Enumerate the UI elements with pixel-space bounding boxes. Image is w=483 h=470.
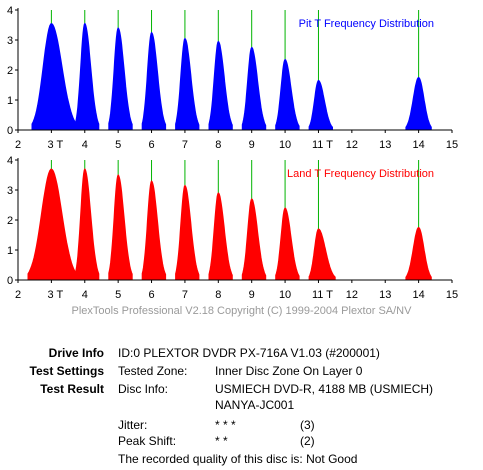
peak-shift-stars: * * bbox=[215, 434, 228, 448]
pit-x-tick-label: 8 bbox=[215, 139, 221, 151]
pit-peak-8 bbox=[208, 40, 233, 131]
land-y-tick-label: 3 bbox=[7, 185, 13, 197]
pit-x-tick-label: 2 bbox=[15, 139, 21, 151]
land-peak-6 bbox=[141, 180, 167, 281]
pit-x-tick-label: 7 bbox=[182, 139, 188, 151]
pit-peak-6 bbox=[141, 31, 167, 131]
pit-x-tick-label: 13 bbox=[379, 139, 391, 151]
land-peak-4 bbox=[74, 168, 100, 281]
drive-info-label: Drive Info bbox=[48, 346, 104, 360]
tested-zone-label: Tested Zone: bbox=[118, 364, 188, 378]
jitter-label: Jitter: bbox=[118, 418, 148, 432]
land-x-tick-label: 7 bbox=[182, 289, 188, 300]
tested-zone-value: Inner Disc Zone On Layer 0 bbox=[215, 364, 363, 378]
test-result-label: Test Result bbox=[40, 382, 104, 396]
pit-x-tick-label: 11 T bbox=[312, 139, 333, 151]
pit-x-tick-label: 4 bbox=[82, 139, 88, 151]
pit-y-tick-label: 2 bbox=[7, 65, 13, 77]
peak-shift-label: Peak Shift: bbox=[118, 434, 177, 448]
peak-shift-score: (2) bbox=[300, 434, 315, 448]
disc-info-value: USMIECH DVD-R, 4188 MB (USMIECH) NANYA-J… bbox=[215, 382, 434, 412]
land-x-tick-label: 10 bbox=[279, 289, 291, 300]
land-y-tick-label: 4 bbox=[7, 155, 13, 167]
land-x-tick-label: 8 bbox=[215, 289, 221, 300]
land-x-tick-label: 4 bbox=[82, 289, 88, 300]
land-x-tick-label: 12 bbox=[346, 289, 358, 300]
land-peak-14 bbox=[405, 226, 432, 281]
land-peak-10 bbox=[275, 207, 300, 281]
land-x-tick-label: 6 bbox=[148, 289, 154, 300]
pit-x-tick-label: 6 bbox=[148, 139, 154, 151]
land-y-tick-label: 0 bbox=[7, 275, 13, 287]
land-peak-9 bbox=[241, 198, 267, 281]
copyright-notice: PlexTools Professional V2.18 Copyright (… bbox=[71, 305, 412, 317]
pit-peak-14 bbox=[405, 76, 432, 131]
pit-x-tick-label: 15 bbox=[446, 139, 458, 151]
pit-y-tick-label: 1 bbox=[7, 95, 13, 107]
pit-y-tick-label: 3 bbox=[7, 35, 13, 47]
pit-x-tick-label: 9 bbox=[249, 139, 255, 151]
drive-info-value: ID:0 PLEXTOR DVDR PX-716A V1.03 (#200001… bbox=[118, 346, 380, 360]
pit-x-tick-label: 12 bbox=[346, 139, 358, 151]
pit-x-tick-label: 10 bbox=[279, 139, 291, 151]
pit-y-tick-label: 4 bbox=[7, 5, 13, 17]
land-x-tick-label: 5 bbox=[115, 289, 121, 300]
land-peak-3 bbox=[27, 168, 77, 281]
land-y-tick-label: 1 bbox=[7, 245, 13, 257]
land-y-tick-label: 2 bbox=[7, 215, 13, 227]
land-peak-7 bbox=[175, 184, 200, 281]
test-settings-label: Test Settings bbox=[29, 364, 104, 378]
land-x-tick-label: 13 bbox=[379, 289, 391, 300]
pit-peak-7 bbox=[175, 37, 200, 131]
land-x-tick-label: 9 bbox=[249, 289, 255, 300]
pit-x-tick-label: 3 T bbox=[48, 139, 64, 151]
jitter-stars: * * * bbox=[215, 418, 236, 432]
pit-peak-9 bbox=[241, 46, 267, 131]
land-x-tick-label: 2 bbox=[15, 289, 21, 300]
land-x-tick-label: 11 T bbox=[312, 289, 333, 300]
pit-peak-3 bbox=[31, 23, 77, 131]
land-x-tick-label: 15 bbox=[446, 289, 458, 300]
land-peak-5 bbox=[108, 174, 133, 281]
land-x-tick-label: 14 bbox=[412, 289, 424, 300]
pit-peak-10 bbox=[275, 58, 300, 131]
land-legend-title: Land T Frequency Distribution bbox=[287, 168, 434, 180]
pit-peak-4 bbox=[74, 22, 100, 131]
quality-verdict: The recorded quality of this disc is: No… bbox=[118, 452, 358, 466]
pit-peak-5 bbox=[108, 27, 133, 131]
land-peak-8 bbox=[208, 192, 233, 281]
pit-peak-11 bbox=[308, 79, 333, 131]
pit-x-tick-label: 14 bbox=[412, 139, 424, 151]
disc-info-label: Disc Info: bbox=[118, 382, 169, 396]
land-x-tick-label: 3 T bbox=[48, 289, 64, 300]
pit-y-tick-label: 0 bbox=[7, 125, 13, 137]
pit-x-tick-label: 5 bbox=[115, 139, 121, 151]
land-peak-11 bbox=[308, 228, 336, 281]
jitter-score: (3) bbox=[300, 418, 315, 432]
pit-legend-title: Pit T Frequency Distribution bbox=[299, 18, 434, 30]
